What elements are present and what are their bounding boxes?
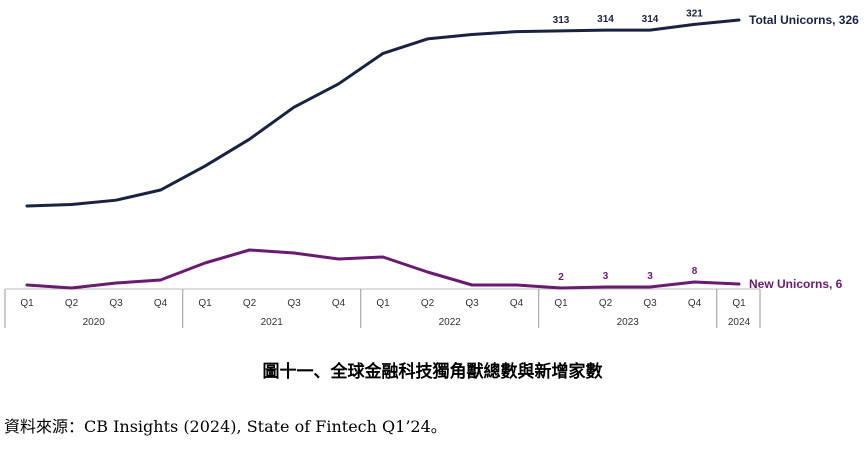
new-unicorns-line-point — [292, 251, 296, 255]
data-label: 3 — [603, 271, 609, 282]
data-label: 2 — [558, 272, 564, 283]
figure-caption: 圖十一、全球金融科技獨角獸總數與新增家數 — [262, 362, 603, 382]
source-note: 資料來源：CB Insights (2024), State of Fintec… — [4, 417, 447, 436]
total-unicorns-line-point — [426, 37, 429, 41]
new-unicorns-line-point — [426, 270, 429, 274]
total-unicorns-line-point — [737, 18, 741, 22]
new-unicorns-line — [25, 248, 741, 290]
x-axis: Q1 Q2 Q3 Q4 Q1 Q2 Q3 Q4 Q1 Q2 Q3 Q4 Q1 Q2 Q3 Q4 Q1 2020 20… — [4, 288, 761, 328]
total-unicorns-line-point — [381, 52, 385, 55]
x-tick-label: Q3 — [109, 298, 123, 309]
total-unicorns-line-point — [470, 33, 474, 36]
year-label: 2023 — [617, 317, 640, 328]
total-unicorns-line-point — [114, 198, 118, 202]
x-tick-label: Q2 — [65, 298, 79, 309]
x-tick-label: Q2 — [243, 298, 257, 309]
new-unicorns-line-point — [381, 255, 385, 259]
x-tick-label: Q3 — [643, 298, 657, 309]
series-end-label: New Unicorns, 6 — [749, 277, 843, 291]
new-unicorns-line-point — [604, 285, 607, 289]
new-unicorns-line-point — [248, 248, 251, 252]
total-unicorns-line-point — [693, 23, 696, 26]
total-unicorns-line-point — [292, 105, 296, 109]
series-layer — [25, 18, 741, 290]
x-tick-label: Q1 — [198, 298, 212, 309]
data-label: 321 — [686, 8, 703, 19]
x-tick-label: Q1 — [20, 298, 34, 309]
new-unicorns-line-point — [693, 280, 696, 284]
x-tick-label: Q3 — [287, 298, 301, 309]
year-label: 2021 — [261, 317, 284, 328]
x-tick-label: Q4 — [332, 298, 346, 309]
data-label: 3 — [647, 271, 653, 282]
total-unicorns-line-point — [604, 28, 607, 32]
year-label: 2020 — [83, 317, 106, 328]
new-unicorns-line-point — [737, 282, 741, 286]
total-unicorns-line — [25, 18, 741, 208]
new-unicorns-line-point — [70, 286, 73, 290]
x-tick-label: Q4 — [154, 298, 168, 309]
total-unicorns-line-point — [203, 164, 207, 168]
x-tick-label: Q2 — [599, 298, 613, 309]
year-label: 2024 — [728, 317, 751, 328]
x-tick-label: Q2 — [421, 298, 435, 309]
new-unicorns-line-point — [515, 283, 518, 287]
series-end-label: Total Unicorns, 326 — [749, 13, 859, 27]
new-unicorns-line-point — [559, 286, 563, 290]
x-tick-label: Q1 — [376, 298, 390, 309]
total-unicorns-line-point — [248, 137, 251, 141]
total-unicorns-line-point — [648, 28, 652, 32]
total-unicorns-line-point — [25, 204, 29, 208]
x-tick-label: Q3 — [465, 298, 479, 309]
new-unicorns-line-point — [159, 278, 162, 282]
year-label: 2022 — [439, 317, 462, 328]
x-tick-label: Q4 — [510, 298, 524, 309]
data-label: 314 — [597, 14, 614, 25]
new-unicorns-line-point — [203, 261, 207, 265]
unicorn-line-chart: Q1 Q2 Q3 Q4 Q1 Q2 Q3 Q4 Q1 Q2 Q3 Q4 Q1 Q2 Q3 Q4 Q1 2020 20… — [4, 8, 859, 328]
total-unicorns-line-point — [559, 29, 563, 33]
new-unicorns-line-point — [337, 257, 340, 261]
data-label: 314 — [642, 14, 659, 25]
data-label: 313 — [553, 15, 570, 26]
data-label-layer: 313 314 314 321 Total Unicorns, 326 2 3 3 8 New U… — [553, 8, 859, 291]
x-tick-label: Q1 — [732, 298, 746, 309]
new-unicorns-line-point — [470, 283, 474, 287]
data-label: 8 — [692, 266, 698, 277]
total-unicorns-line-point — [337, 82, 340, 86]
new-unicorns-line-point — [114, 281, 118, 285]
x-tick-label: Q1 — [554, 298, 568, 309]
total-unicorns-line-point — [159, 188, 162, 192]
total-unicorns-line-point — [515, 30, 518, 33]
x-tick-label: Q4 — [688, 298, 702, 309]
total-unicorns-line-point — [70, 203, 73, 206]
new-unicorns-line-point — [25, 283, 29, 287]
new-unicorns-line-point — [648, 285, 652, 289]
